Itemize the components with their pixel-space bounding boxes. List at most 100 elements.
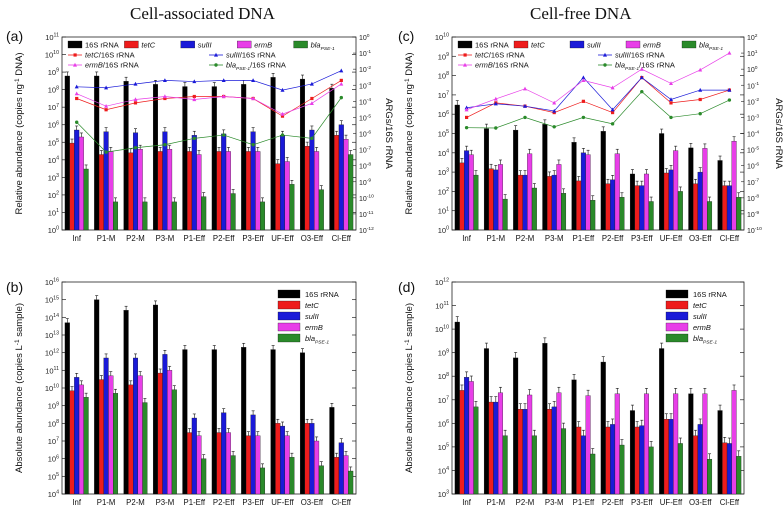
bar-bla-pse-1-p3-m [171,201,177,231]
point-sulii-16s-rrna-cl-eff [339,68,344,73]
bar-ermb-uf-eff [673,150,679,231]
legend-swatch-16s-rrna [67,40,83,49]
bar-ermb-uf-eff [284,161,290,231]
bar-sulii-p2-m [132,357,139,495]
legend-label-ermb-16s-rrna: ermB/16S rRNA [85,61,139,70]
bar-sulii-p3-m [551,174,557,231]
bar-16s-rrna-p1-m [94,75,100,231]
bar-bla-pse-1-p3-m [561,428,567,495]
line-sulii-16s-rrna [466,77,730,112]
bar-16s-rrna-inf [64,322,70,495]
y-tick-label: 103 [48,173,59,182]
y-tick-label: 106 [48,120,59,129]
legend-label-bla-pse-1-16s-rrna: blaPSE-1/16S rRNA [226,61,286,72]
point-ermb-16s-rrna-uf-eff [280,111,285,116]
bar-ermb-p3-eff [255,151,261,231]
bar-ermb-p1-eff [585,395,591,495]
bar-tetc-p1-m [98,379,104,495]
bar-16s-rrna-inf [64,75,70,231]
point-ermb-16s-rrna-p2-m [523,86,527,91]
point-bla-pse-1-16s-rrna-cl-eff [339,95,343,100]
point-bla-pse-1-16s-rrna-inf [75,120,79,124]
bar-bla-pse-1-cl-eff [348,154,354,231]
bar-tetc-p2-eff [605,183,611,231]
x-tick-label-cl-eff: Cl-Eff [332,498,352,507]
bar-16s-rrna-p2-m [513,129,519,231]
y2-tick-label: 10-2 [359,65,371,74]
x-tick-label-p1-m: P1-M [486,234,505,243]
legend-marker [73,53,77,57]
legend-label-sulii-16s-rrna: sulII/16S rRNA [226,51,276,60]
bar-bla-pse-1-cl-eff [736,456,742,495]
bar-sulii-o3-eff [309,129,315,231]
y2-tick-label: 100 [747,65,758,74]
bar-bla-pse-1-inf [83,168,89,231]
bar-16s-rrna-uf-eff [659,133,665,231]
bar-ermb-inf [78,136,84,231]
point-ermb-16s-rrna-p1-m [104,103,109,108]
legend-swatch-16s-rrna [277,289,301,299]
x-tick-label-inf: Inf [462,498,472,507]
bar-sulii-p3-m [551,406,557,495]
bar-sulii-p2-eff [221,412,227,495]
legend-label-ermb: ermB [305,323,323,332]
point-bla-pse-1-16s-rrna-p2-eff [610,122,615,126]
point-bla-pse-1-16s-rrna-p2-m [523,115,527,120]
bar-16s-rrna-p2-m [513,357,519,495]
bar-ermb-o3-eff [314,440,320,495]
bar-bla-pse-1-p1-m [502,435,508,495]
point-ermb-16s-rrna-uf-eff [669,81,673,86]
point-ermb-16s-rrna-p3-m [162,94,167,99]
bar-tetc-cl-eff [722,185,728,231]
legend-swatch-sulii [665,311,689,321]
line-tetc-16s-rrna [76,80,342,117]
x-tick-label-uf-eff: UF-Eff [271,234,294,243]
bar-tetc-p1-m [488,168,494,231]
bar-16s-rrna-p1-m [483,348,489,495]
legend-swatch-tetc [277,300,301,310]
point-bla-pse-1-16s-rrna-uf-eff [669,115,673,120]
legend-marker [214,52,218,57]
line-ermb-16s-rrna [466,52,730,111]
bar-sulii-p1-eff [191,417,197,495]
line-sulii-16s-rrna [76,70,342,91]
bar-sulii-p1-m [493,401,499,495]
y2-tick-label: 10-11 [359,210,374,219]
y2-tick-label: 102 [747,33,758,42]
bar-ermb-uf-eff [284,435,290,495]
legend-marker [603,52,607,57]
x-tick-label-p1-eff: P1-Eff [184,234,206,243]
point-sulii-16s-rrna-o3-eff [309,81,314,86]
x-tick-label-p1-m: P1-M [486,498,505,507]
legend-label-sulii-16s-rrna: sulII/16S rRNA [615,51,665,60]
point-sulii-16s-rrna-cl-eff [727,87,732,92]
y2-tick-label: 10-7 [747,178,759,187]
y-tick-label: 109 [48,401,59,410]
legend-label-ermb: ermB [693,323,711,332]
legend-label-sulii: sulII [587,41,601,50]
bar-tetc-uf-eff [663,419,669,495]
point-bla-pse-1-16s-rrna-p2-eff [222,133,226,137]
legend-label-16s-rrna: 16S rRNA [85,41,119,50]
y-tick-label: 100 [48,226,59,235]
y-tick-label: 1016 [45,278,59,287]
point-bla-pse-1-16s-rrna-p3-eff [251,143,255,147]
legend-marker [463,62,467,67]
bar-16s-rrna-p3-m [542,343,548,495]
legend-swatch-16s-rrna [457,40,473,49]
bar-ermb-p3-eff [643,173,649,231]
y-tick-label: 104 [48,155,59,164]
y-tick-label: 105 [438,443,449,452]
bar-ermb-o3-eff [702,393,708,495]
bar-tetc-inf [69,142,75,231]
bar-sulii-cl-eff [338,442,344,495]
y2-tick-label: 10-3 [747,113,759,122]
point-sulii-16s-rrna-p3-eff [639,75,644,80]
bar-bla-pse-1-o3-eff [707,201,713,231]
x-tick-label-p1-m: P1-M [97,498,116,507]
y2-tick-label: 100 [359,33,370,42]
point-sulii-16s-rrna-p2-eff [221,78,226,83]
point-tetc-16s-rrna-p2-eff [611,110,615,115]
bar-tetc-cl-eff [334,135,340,231]
bar-16s-rrna-p1-eff [182,349,188,495]
